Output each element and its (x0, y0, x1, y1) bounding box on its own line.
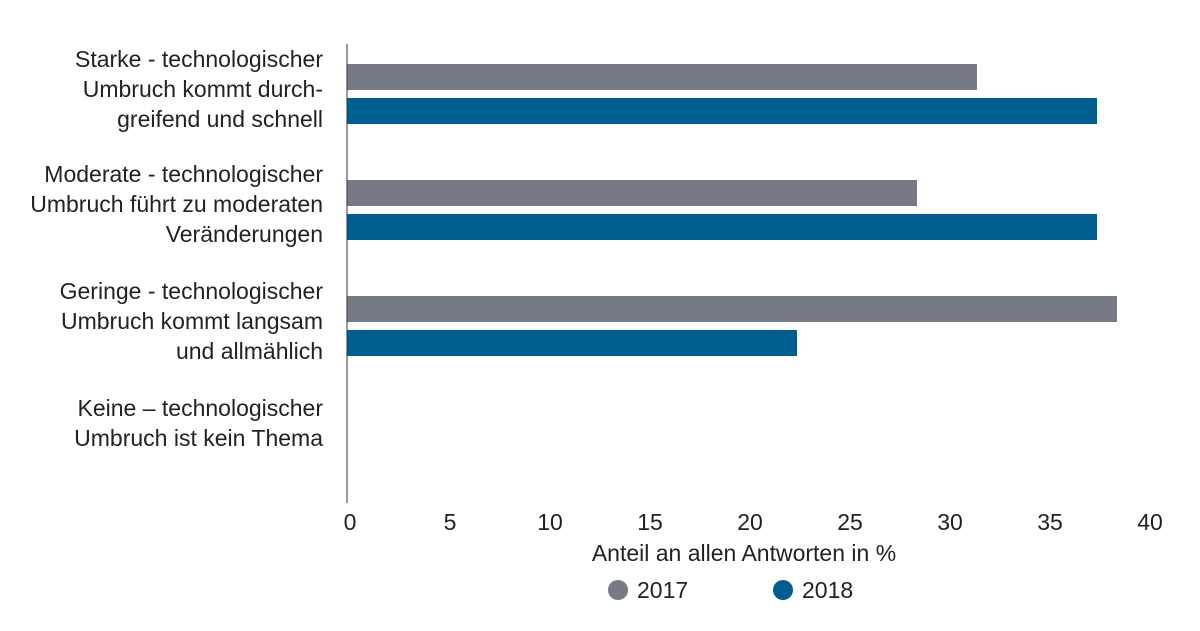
category-label-1: Moderate - technologischer Umbruch führt … (30, 161, 323, 247)
category-labels: Starke - technologischer Umbruch kommt du… (30, 46, 323, 451)
bar-2017-1 (347, 180, 917, 206)
category-label-3: Keine – technologischer Umbruch ist kein … (74, 395, 323, 451)
category-label-2: Geringe - technologischer Umbruch kommt l… (60, 278, 324, 364)
category-label-line: greifend und schnell (117, 106, 323, 132)
x-tick-label-30: 30 (937, 509, 963, 535)
category-label-line: Umbruch kommt durch- (83, 76, 323, 102)
category-label-line: Umbruch kommt langsam (61, 308, 323, 334)
x-tick-labels: 0 5 10 15 20 25 30 35 40 (344, 509, 1163, 535)
bar-2018-0 (347, 98, 1097, 124)
legend-label-2017: 2017 (637, 577, 688, 603)
bar-2018-2 (347, 330, 797, 356)
x-tick-label-0: 0 (344, 509, 357, 535)
x-tick-label-40: 40 (1137, 509, 1163, 535)
x-tick-label-10: 10 (537, 509, 563, 535)
bar-2018-1 (347, 214, 1097, 240)
category-label-0: Starke - technologischer Umbruch kommt du… (75, 46, 323, 132)
category-label-line: Starke - technologischer (75, 46, 323, 72)
category-label-line: Keine – technologischer (78, 395, 324, 421)
bar-2017-0 (347, 64, 977, 90)
category-label-line: und allmählich (176, 338, 323, 364)
bar-2017-2 (347, 296, 1117, 322)
x-tick-label-5: 5 (444, 509, 457, 535)
category-label-line: Umbruch führt zu moderaten (30, 191, 323, 217)
legend: 2017 2018 (608, 577, 853, 603)
legend-marker-2017 (608, 580, 628, 600)
category-label-line: Veränderungen (166, 221, 323, 247)
x-axis-title: Anteil an allen Antworten in % (592, 540, 896, 566)
x-tick-label-15: 15 (637, 509, 663, 535)
category-label-line: Umbruch ist kein Thema (74, 425, 323, 451)
bars-group (347, 64, 1117, 356)
legend-marker-2018 (773, 580, 793, 600)
category-label-line: Geringe - technologischer (60, 278, 324, 304)
x-tick-label-25: 25 (837, 509, 863, 535)
x-tick-label-35: 35 (1037, 509, 1063, 535)
category-label-line: Moderate - technologischer (44, 161, 323, 187)
legend-label-2018: 2018 (802, 577, 853, 603)
x-tick-label-20: 20 (737, 509, 763, 535)
